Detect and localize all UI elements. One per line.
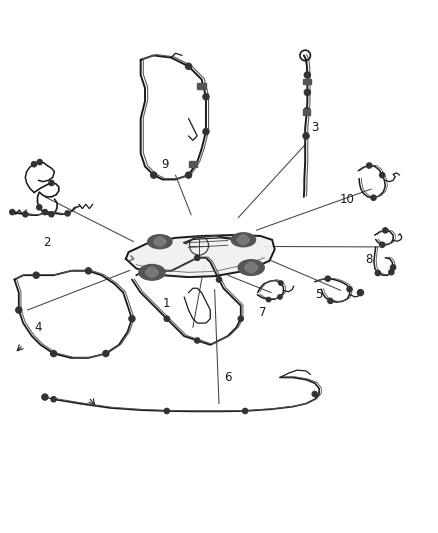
Text: 10: 10 xyxy=(340,192,355,206)
Circle shape xyxy=(266,297,271,302)
Circle shape xyxy=(391,265,396,270)
Bar xyxy=(188,161,197,167)
Circle shape xyxy=(312,391,318,397)
Ellipse shape xyxy=(154,239,165,245)
Circle shape xyxy=(33,272,39,278)
Circle shape xyxy=(380,173,385,177)
Circle shape xyxy=(37,205,42,210)
Ellipse shape xyxy=(139,264,165,280)
Circle shape xyxy=(155,237,165,247)
Bar xyxy=(304,79,311,84)
Circle shape xyxy=(10,209,15,215)
Polygon shape xyxy=(184,236,238,244)
Circle shape xyxy=(147,267,157,278)
Circle shape xyxy=(304,72,311,78)
Circle shape xyxy=(325,276,330,281)
Circle shape xyxy=(164,408,170,414)
Text: 9: 9 xyxy=(161,158,168,171)
Circle shape xyxy=(203,94,209,100)
Circle shape xyxy=(389,270,394,275)
Text: 3: 3 xyxy=(311,121,318,134)
Circle shape xyxy=(246,262,256,273)
Ellipse shape xyxy=(238,260,264,276)
Text: 8: 8 xyxy=(365,254,373,266)
Circle shape xyxy=(49,180,54,185)
Bar xyxy=(303,109,311,115)
Circle shape xyxy=(16,307,22,313)
Circle shape xyxy=(194,338,200,343)
Circle shape xyxy=(383,228,388,233)
Text: 7: 7 xyxy=(259,306,266,319)
Circle shape xyxy=(375,270,381,276)
Circle shape xyxy=(304,108,310,114)
Circle shape xyxy=(304,90,311,95)
Ellipse shape xyxy=(231,233,255,247)
Polygon shape xyxy=(126,235,275,277)
Text: 5: 5 xyxy=(315,288,323,301)
Circle shape xyxy=(243,408,248,414)
Circle shape xyxy=(51,397,56,402)
Circle shape xyxy=(151,172,157,178)
Circle shape xyxy=(37,159,42,165)
Bar xyxy=(197,83,206,89)
Circle shape xyxy=(303,133,309,139)
Circle shape xyxy=(203,128,209,135)
Circle shape xyxy=(49,212,54,217)
Ellipse shape xyxy=(148,235,172,249)
Ellipse shape xyxy=(146,269,158,276)
Circle shape xyxy=(367,163,372,168)
Circle shape xyxy=(42,209,47,215)
Circle shape xyxy=(65,211,70,216)
Circle shape xyxy=(278,295,282,299)
Text: 6: 6 xyxy=(224,371,231,384)
Circle shape xyxy=(328,298,333,303)
Circle shape xyxy=(371,195,376,200)
Circle shape xyxy=(185,172,191,178)
Circle shape xyxy=(357,289,364,296)
Circle shape xyxy=(103,351,109,357)
Circle shape xyxy=(239,235,248,245)
Circle shape xyxy=(42,394,48,400)
Circle shape xyxy=(50,351,57,357)
Ellipse shape xyxy=(238,237,249,243)
Circle shape xyxy=(279,281,283,285)
Ellipse shape xyxy=(245,264,257,271)
Circle shape xyxy=(23,212,28,217)
Circle shape xyxy=(185,63,191,69)
Circle shape xyxy=(347,287,352,292)
Text: 1: 1 xyxy=(163,297,170,310)
Text: 4: 4 xyxy=(35,321,42,334)
Circle shape xyxy=(164,316,170,321)
Circle shape xyxy=(216,277,222,282)
Circle shape xyxy=(380,242,385,247)
Circle shape xyxy=(129,316,135,322)
Circle shape xyxy=(85,268,92,274)
Circle shape xyxy=(194,255,200,261)
Circle shape xyxy=(238,316,244,321)
Circle shape xyxy=(32,161,37,167)
Text: 2: 2 xyxy=(43,236,51,249)
